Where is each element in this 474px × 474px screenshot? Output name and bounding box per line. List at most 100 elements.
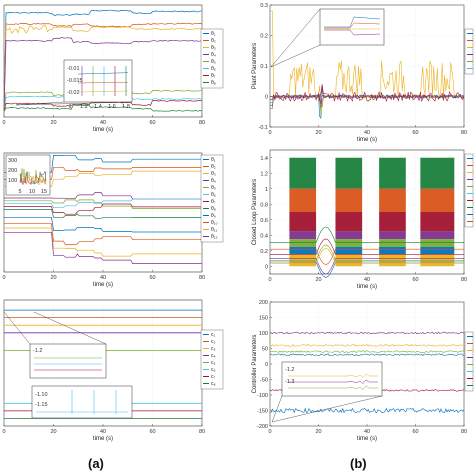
x-tick-label: 60	[149, 275, 155, 281]
legend-entry: c₂	[211, 339, 216, 345]
legend	[464, 331, 474, 392]
x-tick-label: 40	[364, 277, 370, 283]
x-tick-label: 0	[2, 429, 5, 435]
inset-connector	[271, 395, 283, 423]
inset-y-tick-label: 100	[8, 178, 17, 184]
series-line	[270, 94, 464, 104]
x-tick-label: 80	[461, 277, 467, 283]
inset-y-tick-label: -0.015	[67, 78, 83, 84]
legend	[200, 329, 224, 390]
x-tick-label: 20	[315, 130, 321, 136]
x-tick-label: 40	[100, 275, 106, 281]
x-tick-label: 0	[268, 130, 271, 136]
inset-line	[19, 168, 47, 185]
band-segment	[289, 188, 317, 212]
x-tick-label: 40	[364, 429, 370, 435]
legend-entry: θ₃	[211, 171, 216, 177]
legend-entry: θ₆	[211, 66, 216, 72]
legend-entry: c₅	[211, 360, 216, 366]
legend-entry: θ₅	[211, 59, 216, 65]
band-segment	[379, 239, 406, 247]
band-segment	[420, 188, 455, 212]
series-line	[3, 22, 203, 112]
inset2-y-tick-label: -1.10	[35, 392, 48, 398]
y-tick-label: 50	[262, 347, 268, 353]
series-line	[269, 353, 465, 357]
x-tick-label: 80	[461, 130, 467, 136]
x-tick-label: 0	[268, 277, 271, 283]
series-line	[270, 261, 464, 278]
inset-x-tick-label: 1.4	[94, 104, 102, 110]
legend-entry: θ₇	[211, 199, 216, 205]
legend-entry: θ₁₂	[211, 234, 217, 240]
chart-b2: 0 20 40 60 80 time (s) 0 0.2 0.4 0.6 0.8 1 1.2 1.4 Clo…	[252, 149, 474, 290]
band-segment	[420, 212, 455, 232]
series-line	[4, 227, 202, 257]
inset-line	[288, 385, 378, 390]
inset-connector	[270, 8, 321, 68]
legend-entry: c₃	[211, 346, 216, 352]
inset-line	[324, 16, 381, 28]
x-tick-label: 60	[149, 120, 155, 126]
band-segment	[289, 231, 317, 240]
legend-entry: θ₁₀	[211, 220, 218, 226]
legend-entry: θ₁	[211, 31, 216, 37]
series-line	[269, 344, 465, 347]
x-axis-label: time (s)	[357, 284, 377, 290]
legend-entry: θ₆	[211, 192, 216, 198]
band-segment	[379, 212, 406, 232]
y-tick-label: -100	[257, 393, 268, 399]
legend-entry: c₆	[211, 367, 216, 373]
y-tick-label: 0	[265, 362, 268, 368]
legend-entry: c₈	[211, 381, 216, 387]
series-line	[270, 248, 464, 266]
inset-y-tick-label: -1.2	[33, 348, 42, 354]
x-tick-label: 20	[50, 120, 56, 126]
y-tick-label: 0.8	[260, 202, 268, 208]
legend-entry: θ₅	[211, 185, 216, 191]
legend-entry: c₁	[211, 332, 216, 338]
inset-x-tick-label: 5	[18, 189, 21, 195]
band-segment	[335, 157, 363, 189]
inset-x-tick-label: 10	[29, 189, 35, 195]
inset-line	[77, 72, 129, 75]
y-tick-label: -150	[257, 409, 268, 415]
x-tick-label: 20	[315, 277, 321, 283]
series-line	[4, 209, 202, 219]
y-tick-label: 100	[259, 331, 268, 337]
legend	[200, 28, 224, 89]
y-tick-label: -50	[260, 378, 268, 384]
panel-label-a: (a)	[88, 456, 104, 471]
x-tick-label: 20	[315, 429, 321, 435]
series-line	[270, 247, 464, 265]
series-line	[4, 203, 202, 215]
band-segment	[335, 231, 363, 240]
y-tick-label: 0.1	[260, 64, 268, 70]
band-segment	[289, 212, 317, 232]
series-line	[270, 10, 465, 118]
y-tick-label: 1.4	[260, 156, 268, 162]
band-segment	[420, 246, 455, 255]
inset-x-tick-label: 1.2	[80, 104, 88, 110]
inset-line	[77, 81, 129, 84]
panel-label-b: (b)	[350, 456, 367, 471]
series-line	[3, 104, 203, 112]
y-tick-label: 0	[265, 95, 268, 101]
series-line	[4, 198, 202, 209]
inset-box-2	[31, 385, 133, 419]
legend-entry: c₄	[211, 353, 216, 359]
x-tick-label: 0	[2, 120, 5, 126]
x-tick-label: 80	[199, 429, 205, 435]
y-tick-label: -0.1	[259, 125, 268, 131]
y-tick-label: 200	[259, 300, 268, 306]
y-tick-label: 1.2	[260, 171, 268, 177]
band-segment	[420, 231, 455, 240]
legend-entry: θ₄	[211, 178, 216, 184]
band-segment	[335, 239, 363, 247]
inset-connector	[270, 44, 321, 68]
series-line	[3, 25, 203, 112]
series-line	[270, 244, 464, 261]
y-tick-label: -200	[257, 424, 268, 430]
